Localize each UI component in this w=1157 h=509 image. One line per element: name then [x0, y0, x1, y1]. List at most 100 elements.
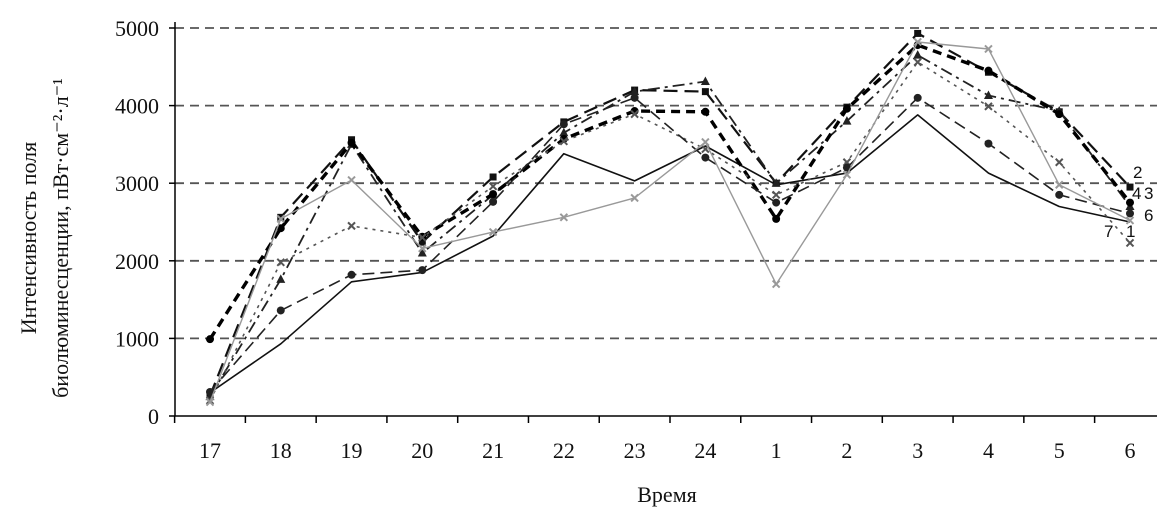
data-point [276, 258, 285, 267]
x-tick-label: 6 [1125, 438, 1136, 463]
data-point [418, 238, 426, 246]
x-tick-label: 20 [411, 438, 433, 463]
x-tick-label: 18 [270, 438, 292, 463]
x-tick-label: 21 [482, 438, 504, 463]
data-point [913, 93, 922, 102]
data-point [1055, 190, 1064, 199]
series-line-1 [209, 114, 1131, 394]
series-line-4 [208, 43, 1132, 341]
series-lines [205, 29, 1135, 407]
x-tick-label: 24 [694, 438, 716, 463]
data-point [630, 109, 639, 119]
data-point [276, 274, 286, 283]
data-point [913, 37, 922, 47]
x-tick-label: 5 [1054, 438, 1065, 463]
data-point [418, 266, 427, 275]
data-point [205, 397, 215, 407]
data-point [489, 173, 497, 181]
x-tick-label: 2 [841, 438, 852, 463]
y-tick-label: 0 [148, 404, 159, 429]
data-point [1055, 180, 1064, 189]
data-point [701, 153, 710, 162]
data-point [559, 127, 569, 137]
y-tick-label: 5000 [115, 16, 159, 41]
data-point [1055, 158, 1064, 167]
series-end-label-4: 4 [1132, 184, 1141, 203]
data-point [347, 270, 356, 279]
series-6 [206, 93, 1134, 396]
data-point [914, 29, 922, 37]
y-tick-label: 3000 [115, 171, 159, 196]
data-point [701, 107, 710, 116]
data-point [347, 175, 356, 185]
axes [169, 22, 1157, 423]
data-point [1126, 209, 1134, 218]
data-point [842, 104, 851, 113]
series-7 [205, 37, 1135, 407]
data-point [1125, 216, 1135, 225]
data-point [417, 248, 427, 257]
data-point [488, 182, 498, 191]
series-end-label-7: 7 [1104, 222, 1113, 241]
data-point [984, 66, 993, 75]
x-axis-title: Время [637, 482, 696, 507]
data-point [1125, 238, 1135, 248]
data-point [1055, 110, 1064, 119]
data-point [771, 190, 781, 200]
data-point [842, 116, 852, 125]
data-point [488, 227, 498, 237]
series-end-label-3: 3 [1144, 184, 1153, 203]
data-point [772, 198, 781, 207]
y-tick-label: 2000 [115, 249, 159, 274]
series-line-3 [209, 54, 1131, 398]
x-tick-label: 23 [624, 438, 646, 463]
data-point [701, 137, 710, 147]
data-point [347, 138, 356, 147]
series-end-label-2: 2 [1133, 163, 1142, 182]
data-point [984, 102, 993, 111]
data-point [984, 44, 993, 54]
x-tick-label: 22 [553, 438, 575, 463]
series-5 [205, 57, 1135, 405]
data-point [630, 193, 639, 203]
data-point [489, 197, 498, 206]
data-point [418, 244, 427, 253]
gridlines [175, 27, 1157, 340]
series-2 [206, 29, 1134, 400]
data-point [1126, 198, 1134, 207]
data-point [913, 50, 923, 59]
series-line-2 [208, 32, 1131, 397]
data-point [630, 86, 640, 96]
data-point [1126, 183, 1134, 191]
data-point [206, 335, 214, 344]
data-point [277, 213, 285, 221]
data-point [913, 57, 922, 67]
data-point [347, 221, 356, 231]
data-point [489, 190, 498, 199]
data-point [700, 76, 710, 86]
x-tick-label: 19 [341, 438, 363, 463]
y-tick-label: 1000 [115, 326, 159, 351]
y-axis-title-line1: Интенсивность поля [16, 142, 41, 335]
data-point [701, 88, 709, 96]
data-point [206, 387, 214, 396]
y-axis-title-line2: биолюминесценции, пВт·см⁻²·л⁻¹ [48, 78, 73, 398]
data-point [559, 134, 568, 143]
x-tick-label: 17 [199, 438, 221, 463]
data-point [276, 224, 285, 233]
data-point [418, 233, 427, 242]
data-point [559, 137, 569, 146]
data-point [984, 139, 993, 148]
data-point [771, 279, 781, 289]
x-tick-label: 4 [983, 438, 994, 463]
data-point [772, 214, 781, 223]
data-point [842, 170, 852, 179]
data-point [559, 120, 568, 129]
x-tick-label: 1 [771, 438, 782, 463]
series-end-label-6: 6 [1144, 206, 1153, 225]
data-point [559, 213, 569, 222]
data-point [630, 93, 639, 102]
data-point [983, 90, 993, 100]
x-tick-label: 3 [912, 438, 923, 463]
